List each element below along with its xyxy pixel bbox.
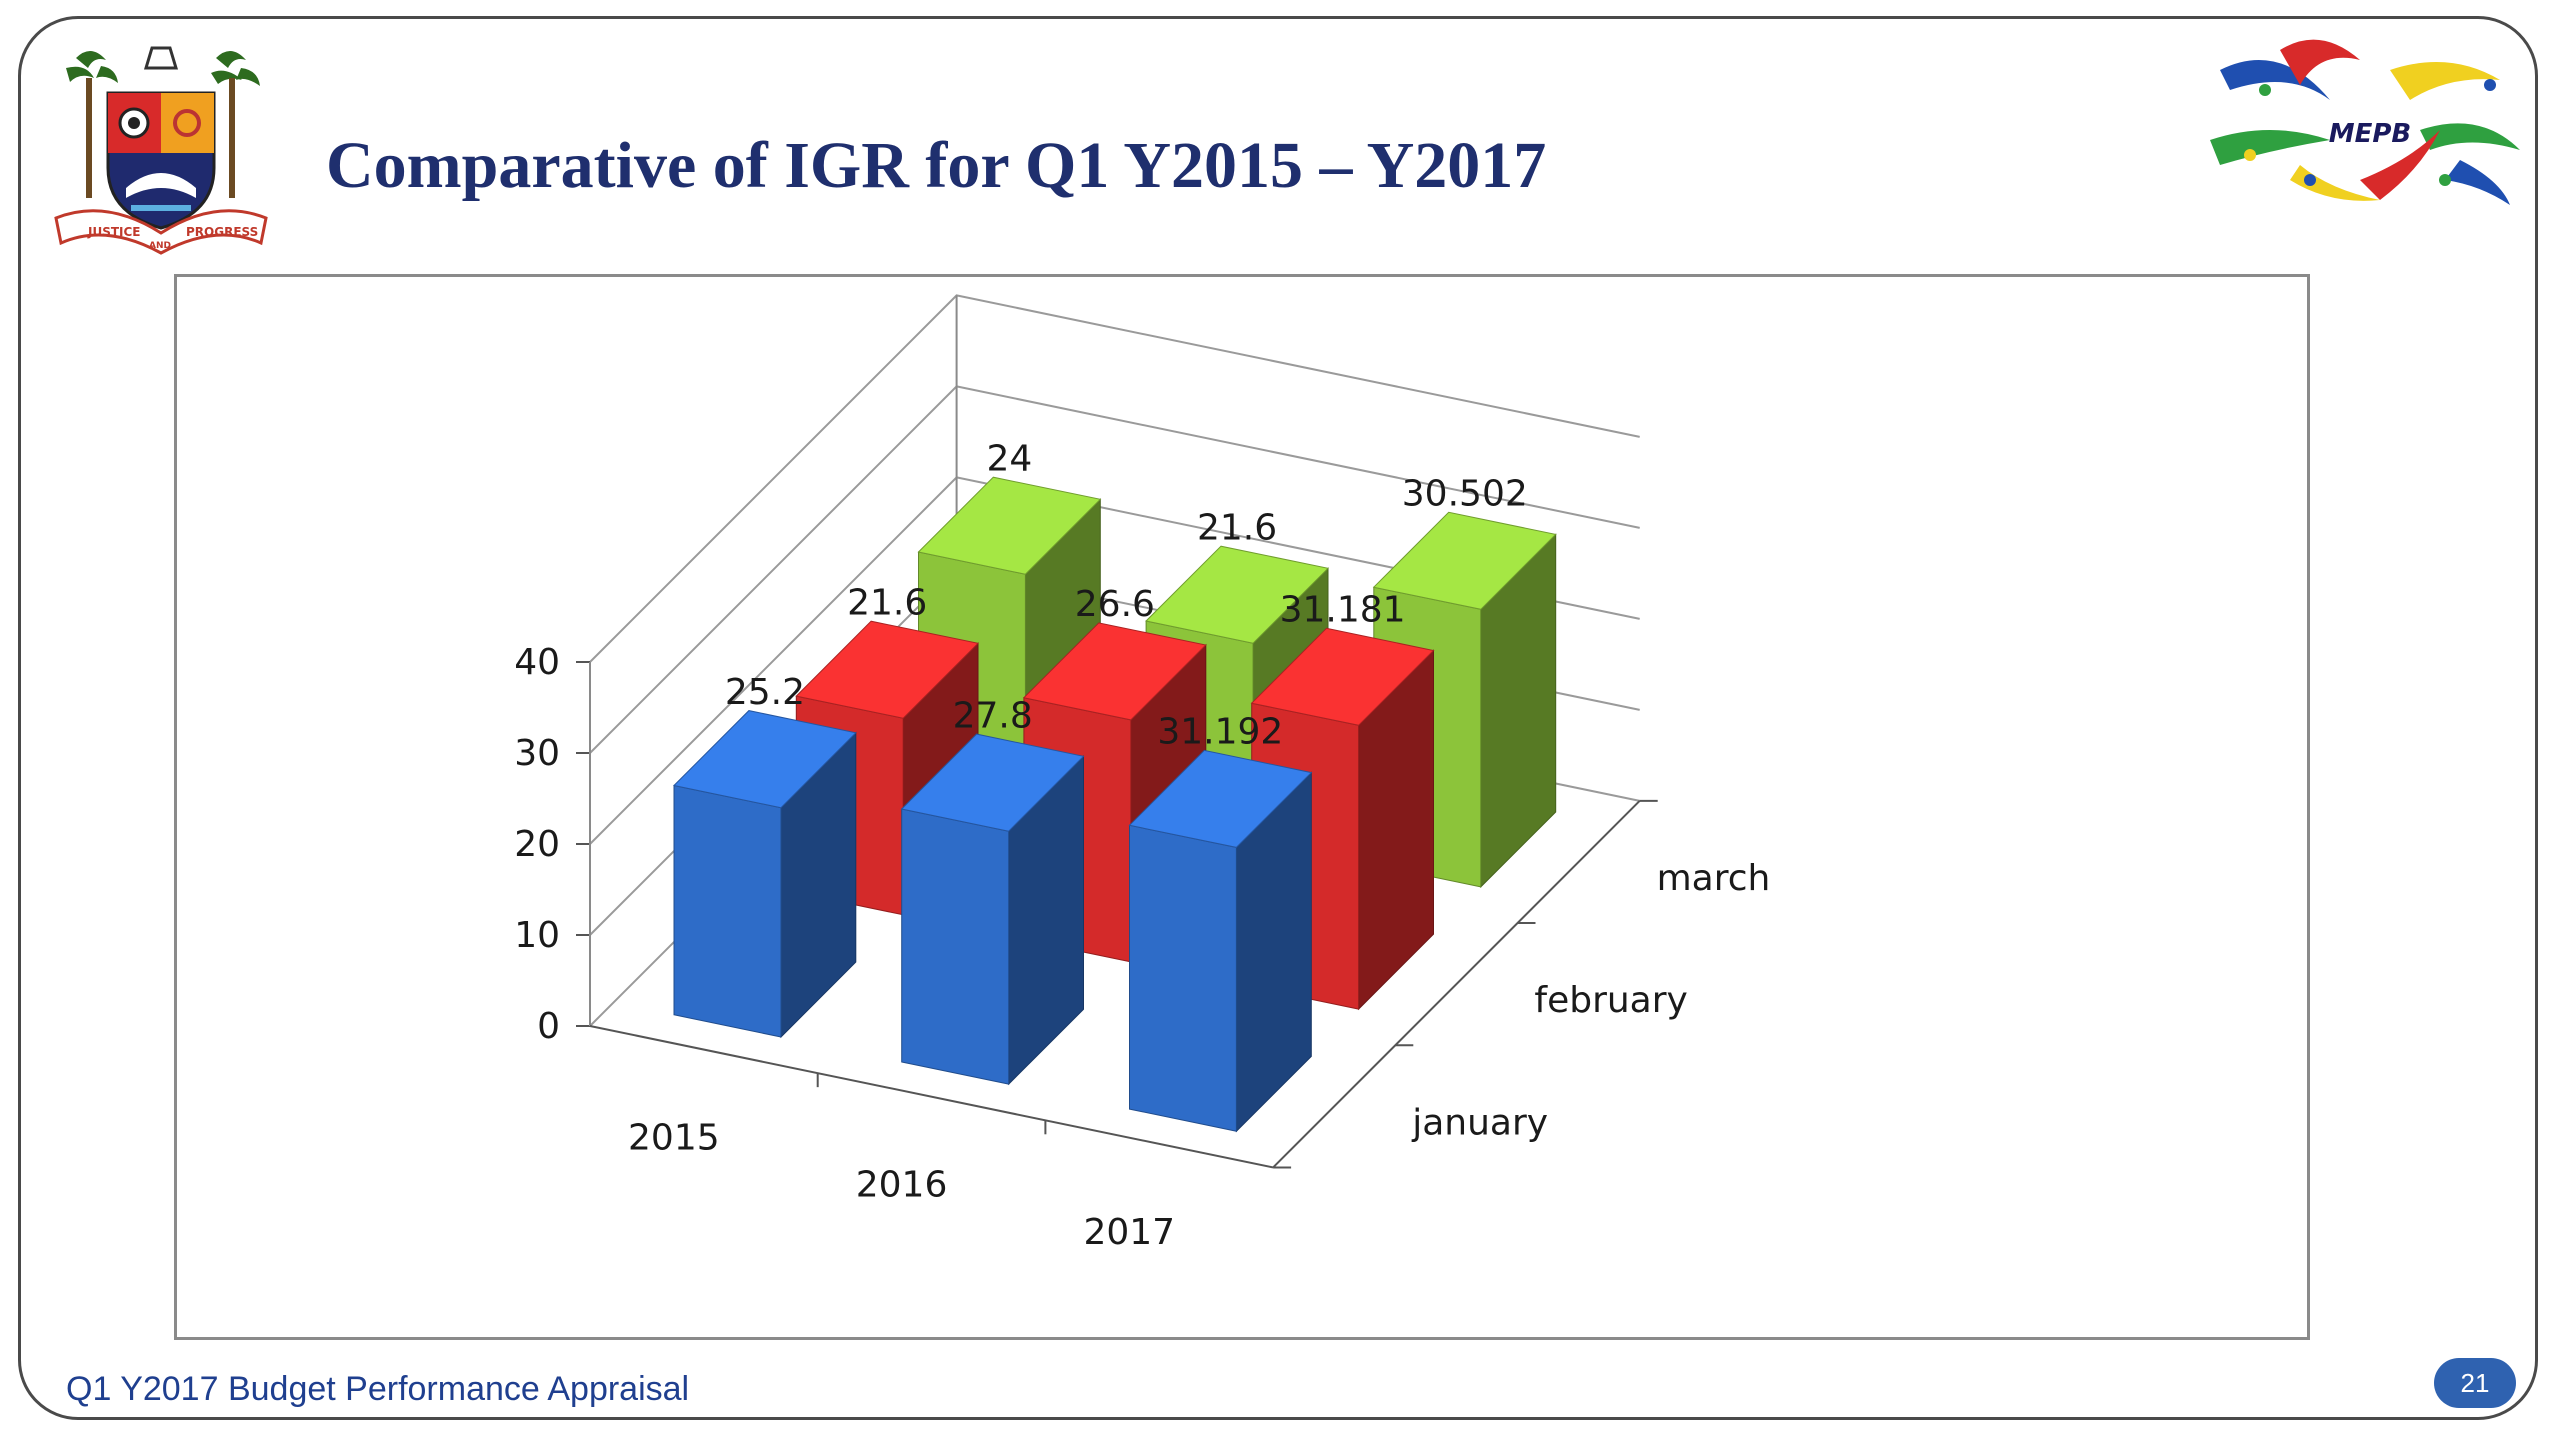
x-category-label-2015: 2015 (628, 1118, 720, 1159)
data-label-february-2015: 21.6 (847, 583, 927, 624)
y-tick-label: 10 (514, 915, 560, 956)
data-label-january-2016: 27.8 (953, 695, 1033, 736)
data-label-february-2016: 26.6 (1075, 584, 1155, 625)
data-label-february-2017: 31.181 (1280, 590, 1406, 631)
depth-label-january: january (1411, 1102, 1548, 1143)
svg-text:JUSTICE: JUSTICE (87, 225, 141, 239)
page-number-badge: 21 (2434, 1358, 2516, 1408)
footer-title: Q1 Y2017 Budget Performance Appraisal (66, 1370, 690, 1408)
y-tick-label: 30 (514, 733, 560, 774)
data-label-march-2015: 24 (986, 438, 1032, 479)
data-label-january-2015: 25.2 (725, 672, 805, 713)
slide-title: Comparative of IGR for Q1 Y2015 – Y2017 (326, 129, 1547, 202)
bar-january-2017 (1128, 749, 1313, 1133)
depth-label-march: march (1657, 858, 1771, 899)
depth-label-february: february (1534, 980, 1687, 1021)
y-tick-label: 20 (514, 824, 560, 865)
x-category-label-2017: 2017 (1083, 1212, 1175, 1253)
bar-january-2016 (900, 733, 1085, 1086)
svg-text:AND: AND (149, 241, 171, 251)
bar-january-2015 (672, 710, 857, 1039)
depth-axis-line (1272, 800, 1641, 1169)
coat-of-arms-logo: JUSTICE AND PROGRESS (46, 38, 276, 258)
data-label-march-2016: 21.6 (1197, 507, 1277, 548)
svg-text:PROGRESS: PROGRESS (186, 225, 258, 239)
x-category-label-2016: 2016 (856, 1165, 948, 1206)
x-axis-line (589, 1025, 1274, 1169)
y-tick-label: 0 (537, 1006, 560, 1047)
mepb-logo: MEPB (2190, 30, 2530, 220)
svg-text:MEPB: MEPB (2329, 119, 2412, 149)
y-tick-label: 40 (514, 642, 560, 683)
data-label-january-2017: 31.192 (1157, 712, 1283, 753)
data-label-march-2017: 30.502 (1402, 474, 1528, 515)
